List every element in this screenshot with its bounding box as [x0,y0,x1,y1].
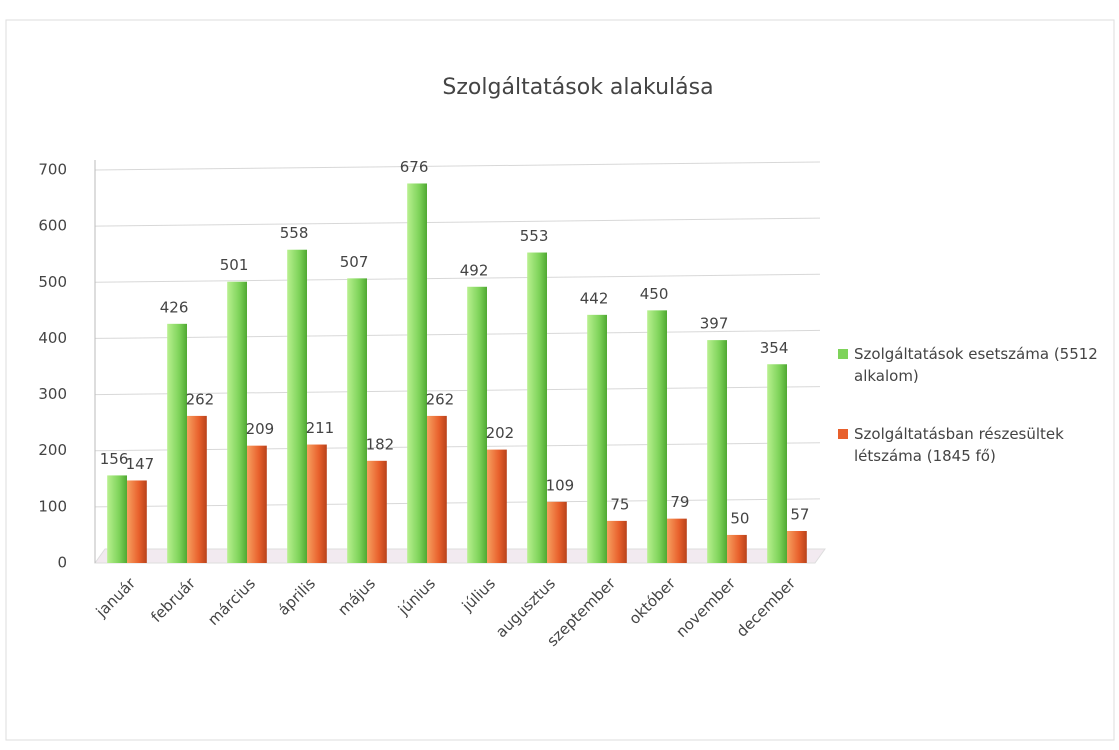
bar [347,278,367,563]
bar [527,252,547,563]
bar [467,286,487,563]
y-tick-label: 500 [38,273,67,291]
y-tick-label: 400 [38,329,67,347]
x-tick-label: május [334,574,379,619]
grid-line [94,498,821,508]
y-tick-label: 300 [38,385,67,403]
value-label: 262 [426,390,455,408]
x-tick-label: február [147,574,199,626]
value-label: 397 [700,315,729,333]
value-label: 501 [220,256,249,274]
value-label: 156 [100,450,129,468]
x-tick-label: június [394,574,439,619]
grid-line [94,442,821,452]
value-label: 50 [730,509,749,527]
bar [647,310,667,563]
legend-item: Szolgáltatásban részesültek létszáma (18… [838,423,1113,467]
bar [547,501,567,563]
legend-swatch [838,349,848,359]
bar [607,520,627,563]
y-tick-label: 600 [38,217,67,235]
value-label: 426 [160,298,189,316]
y-tick-label: 700 [38,161,67,179]
value-label: 79 [670,493,689,511]
value-label: 450 [640,285,669,303]
bar [287,249,307,564]
x-tick-label: április [274,574,319,619]
chart-title: Szolgáltatások alakulása [442,75,713,100]
grid-line [94,273,821,283]
value-label: 676 [400,158,429,176]
grid-line [94,161,821,171]
value-label: 202 [486,424,515,442]
x-tick-label: január [92,574,140,622]
value-label: 262 [186,390,215,408]
grid-line [94,386,821,396]
legend-item: Szolgáltatások esetszáma (5512 alkalom) [838,343,1113,387]
grid-line [94,329,821,339]
x-tick-label: július [458,574,499,615]
bar [407,183,427,563]
bar [107,475,127,563]
value-label: 507 [340,253,369,271]
bar [667,518,687,563]
value-label: 354 [760,339,789,357]
legend-swatch [838,429,848,439]
bar [727,534,747,563]
bar [167,323,187,563]
y-tick-label: 0 [57,554,67,572]
value-label: 558 [280,224,309,242]
value-label: 109 [546,476,575,494]
value-label: 75 [610,495,629,513]
bar [127,480,147,563]
legend-label: Szolgáltatások esetszáma (5512 alkalom) [854,345,1098,385]
bar [307,444,327,563]
y-tick-label: 200 [38,441,67,459]
legend-label: Szolgáltatásban részesültek létszáma (18… [854,425,1064,465]
grid-line [94,217,821,227]
value-label: 147 [126,455,155,473]
bar [427,415,447,563]
value-label: 211 [306,419,335,437]
value-label: 442 [580,289,609,307]
bar [707,340,727,563]
x-tick-label: október [625,574,679,628]
value-label: 209 [246,420,275,438]
bar [787,530,807,563]
frame [5,19,1115,741]
x-tick-label: március [204,574,259,629]
bar [587,314,607,563]
value-label: 57 [790,505,809,523]
x-tick-label: november [672,574,739,641]
bar [767,364,787,563]
bar [367,460,387,563]
bar [247,445,267,563]
y-tick-label: 100 [38,497,67,515]
value-label: 492 [460,261,489,279]
floor [94,548,826,564]
x-tick-label: december [733,574,800,641]
bar [487,449,507,563]
value-label: 182 [366,435,395,453]
bar [227,281,247,563]
value-label: 553 [520,227,549,245]
bar [187,415,207,563]
